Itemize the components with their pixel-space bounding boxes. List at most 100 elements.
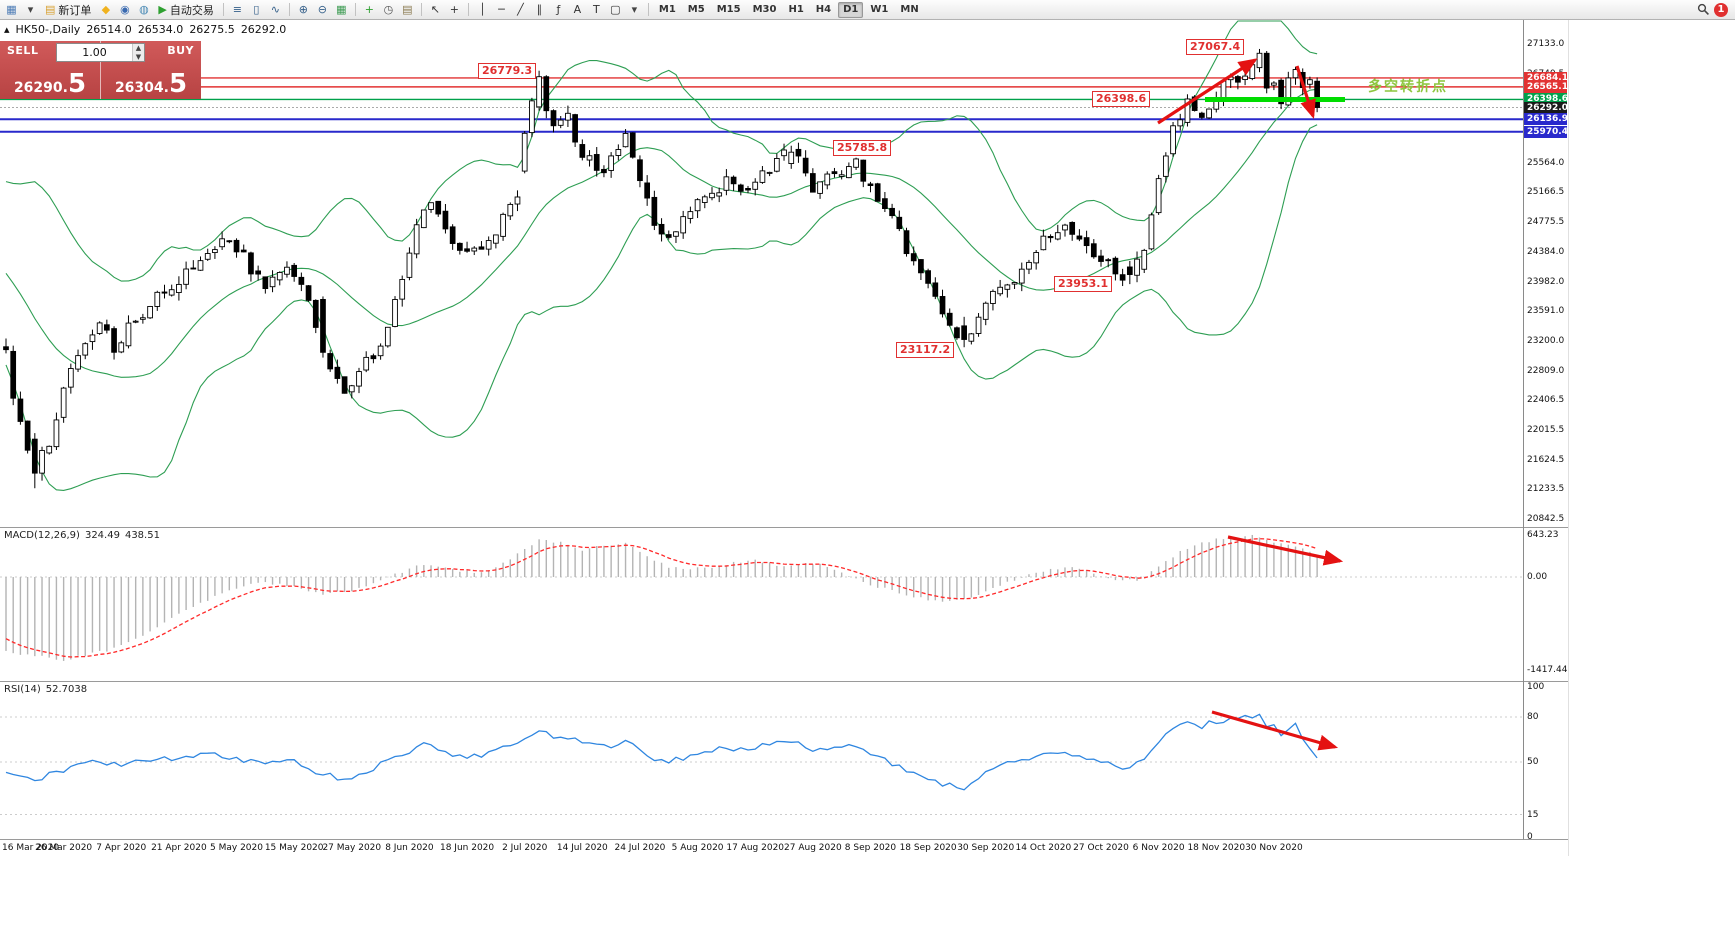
shapes-icon[interactable]: ▢ <box>607 1 624 18</box>
notification-badge[interactable]: 1 <box>1714 2 1728 17</box>
price-axis-label: 22809.0 <box>1527 365 1565 376</box>
crosshair-icon: + <box>449 3 459 16</box>
metaquotes-icon[interactable]: ◆ <box>97 1 114 18</box>
autotrading-button: ▶ <box>158 3 167 16</box>
price-axis-label: 21624.5 <box>1527 454 1565 465</box>
sell-label: SELL <box>7 44 39 57</box>
line-chart-icon: ∿ <box>270 3 280 16</box>
time-axis-label: 27 May 2020 <box>322 843 382 853</box>
vertical-line-icon[interactable]: │ <box>474 1 491 18</box>
time-axis-label: 17 Aug 2020 <box>726 843 785 853</box>
volume-input[interactable]: 1.00 ▲ ▼ <box>56 43 145 62</box>
fibonacci-icon[interactable]: ƒ <box>550 1 567 18</box>
rsi-axis-label: 100 <box>1527 682 1545 692</box>
data-window-icon[interactable]: ◍ <box>135 1 152 18</box>
trendline-icon[interactable]: ╱ <box>512 1 529 18</box>
time-axis-label: 7 Apr 2020 <box>96 843 147 853</box>
horizontal-line-icon: ─ <box>498 3 505 16</box>
price-callout-label: 27067.4 <box>1186 39 1245 55</box>
rsi-axis-label: 80 <box>1527 712 1539 722</box>
shapes-dropdown-icon[interactable]: ▾ <box>626 1 643 18</box>
metaquotes-icon: ◆ <box>101 3 111 16</box>
timeframe-w1-button[interactable]: W1 <box>870 4 889 15</box>
rsi-axis-label: 50 <box>1527 757 1539 767</box>
price-axis-box: 25970.4 <box>1524 125 1568 138</box>
time-axis-label: 18 Jun 2020 <box>439 843 495 853</box>
channel-icon: ∥ <box>536 3 543 16</box>
price-axis-label: 25166.5 <box>1527 187 1565 198</box>
time-axis-label: 18 Nov 2020 <box>1187 843 1246 853</box>
buy-price: 26304.5 <box>114 69 188 99</box>
time-axis-label: 15 May 2020 <box>264 843 324 853</box>
price-axis-label: 22406.5 <box>1527 395 1565 406</box>
timeframe-h1-button[interactable]: H1 <box>788 4 804 15</box>
price-axis-label: 21233.5 <box>1527 484 1565 495</box>
time-axis-label: 27 Oct 2020 <box>1073 843 1129 853</box>
cursor-icon[interactable]: ↖ <box>427 1 444 18</box>
timeframe-m5-button[interactable]: M5 <box>687 4 705 15</box>
panel-collapse-icon[interactable]: ▴ <box>4 23 10 36</box>
line-chart-icon[interactable]: ∿ <box>267 1 284 18</box>
zoom-out-icon: ⊖ <box>317 3 327 16</box>
timeframe-mn-button[interactable]: MN <box>900 4 919 15</box>
price-callout-label: 26398.6 <box>1092 91 1151 107</box>
autotrading-button[interactable]: ▶ 自动交易 <box>154 1 217 18</box>
time-axis-label: 5 Aug 2020 <box>671 843 724 853</box>
new-chart-icon: ▦ <box>6 3 17 16</box>
toolbar-separator <box>420 3 422 16</box>
time-axis-label: 24 Jul 2020 <box>614 843 666 853</box>
zoom-in-icon[interactable]: ⊕ <box>295 1 312 18</box>
volume-down-button[interactable]: ▼ <box>133 52 144 61</box>
price-axis-box: 26565.1 <box>1524 80 1568 93</box>
channel-icon[interactable]: ∥ <box>531 1 548 18</box>
volume-up-button[interactable]: ▲ <box>133 44 144 53</box>
indicators-icon: + <box>364 3 374 16</box>
zoom-in-icon: ⊕ <box>298 3 308 16</box>
price-axis-box: 26136.9 <box>1524 113 1568 126</box>
macd-axis-label: 643.23 <box>1527 529 1559 540</box>
tile-windows-icon[interactable]: ▦ <box>333 1 350 18</box>
ohlc-close: 26292.0 <box>240 23 287 36</box>
label-icon[interactable]: T <box>588 1 605 18</box>
text-icon[interactable]: A <box>569 1 586 18</box>
toolbar-separator <box>354 3 356 16</box>
new-order-button: ▤ <box>45 3 56 16</box>
turning-point-annotation: 多空转折点 <box>1368 79 1448 95</box>
search-icon[interactable] <box>1695 1 1712 18</box>
new-chart-icon[interactable]: ▦ <box>3 1 20 18</box>
price-axis-box: 26292.0 <box>1524 101 1568 114</box>
autotrading-button-label: 自动交易 <box>169 3 214 17</box>
timeframe-h4-button[interactable]: H4 <box>815 4 832 15</box>
vertical-line-icon: │ <box>479 3 486 16</box>
periods-icon[interactable]: ◷ <box>380 1 397 18</box>
price-axis-label: 25564.0 <box>1527 157 1565 168</box>
new-chart-dropdown-icon[interactable]: ▾ <box>22 1 39 18</box>
time-axis-label: 27 Aug 2020 <box>784 843 842 853</box>
volume-value: 1.00 <box>82 46 107 59</box>
time-axis-label: 8 Jun 2020 <box>385 843 434 853</box>
timeframe-d1-button[interactable]: D1 <box>838 1 864 18</box>
new-order-button[interactable]: ▤ 新订单 <box>41 1 95 18</box>
market-watch-icon[interactable]: ◉ <box>116 1 133 18</box>
time-axis-label: 16 Mar 2020 <box>2 843 60 853</box>
bar-chart-icon[interactable]: ≡ <box>229 1 246 18</box>
indicators-icon[interactable]: + <box>361 1 378 18</box>
zoom-out-icon[interactable]: ⊖ <box>314 1 331 18</box>
label-icon: T <box>593 3 600 16</box>
templates-icon[interactable]: ▤ <box>399 1 416 18</box>
candlestick-chart-icon[interactable]: ▯ <box>248 1 265 18</box>
toolbar: ▦ ▾ ▤ 新订单 ◆ ◉ ◍ ▶ 自动交易 ≡ ▯ ∿ ⊕ ⊖ ▦ + ◷ ▤ ↖ + │ ─ ╱ ∥ ƒ A T ▢ ▾ M1 M5 M1… <box>0 0 1735 20</box>
shapes-icon: ▢ <box>610 3 621 16</box>
price-axis-label: 23591.0 <box>1527 306 1565 317</box>
timeframe-m15-button[interactable]: M15 <box>716 4 741 15</box>
tile-windows-icon: ▦ <box>336 3 347 16</box>
macd-header: MACD(12,26,9) 324.49 438.51 <box>4 530 160 541</box>
timeframe-m30-button[interactable]: M30 <box>752 4 777 15</box>
price-axis-label: 24775.5 <box>1527 217 1565 228</box>
timeframe-m1-button[interactable]: M1 <box>658 4 676 15</box>
horizontal-line-icon[interactable]: ─ <box>493 1 510 18</box>
buy-button[interactable]: BUY 26304.5 <box>101 41 201 99</box>
crosshair-icon[interactable]: + <box>446 1 463 18</box>
